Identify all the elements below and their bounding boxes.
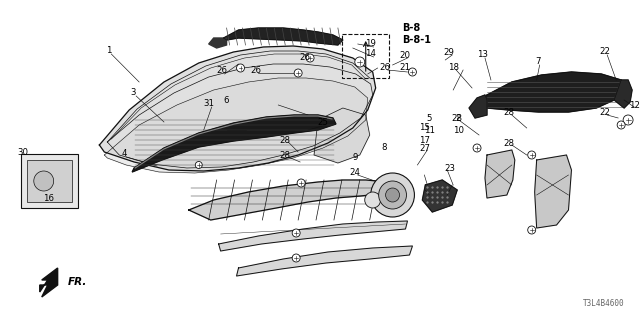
Text: 27: 27 [419, 143, 430, 153]
Text: 28: 28 [452, 114, 463, 123]
Circle shape [195, 162, 202, 169]
FancyBboxPatch shape [27, 160, 72, 202]
Circle shape [408, 68, 417, 76]
Circle shape [355, 57, 365, 67]
Text: 20: 20 [399, 51, 410, 60]
Text: 18: 18 [448, 62, 459, 71]
Text: 16: 16 [43, 194, 54, 203]
Text: 8: 8 [382, 142, 387, 151]
Circle shape [297, 179, 305, 187]
Circle shape [34, 171, 54, 191]
Text: 31: 31 [204, 99, 214, 108]
Circle shape [386, 188, 399, 202]
Text: 22: 22 [600, 46, 611, 55]
Polygon shape [40, 268, 58, 297]
Text: 28: 28 [280, 150, 291, 159]
Text: 26: 26 [250, 66, 261, 75]
Polygon shape [485, 150, 515, 198]
Text: 19: 19 [365, 38, 376, 47]
Circle shape [306, 54, 314, 62]
Text: 1: 1 [106, 45, 111, 54]
Text: 26: 26 [216, 66, 227, 75]
Text: 7: 7 [535, 57, 540, 66]
Text: 13: 13 [477, 50, 488, 59]
Circle shape [528, 226, 536, 234]
Text: 9: 9 [352, 153, 358, 162]
Circle shape [292, 254, 300, 262]
Text: B-8-1: B-8-1 [403, 35, 431, 45]
Text: 10: 10 [452, 125, 463, 134]
Polygon shape [485, 72, 624, 112]
Text: 4: 4 [122, 148, 127, 157]
Circle shape [365, 192, 381, 208]
Circle shape [617, 121, 625, 129]
Circle shape [528, 151, 536, 159]
Polygon shape [219, 221, 408, 251]
Text: 21: 21 [399, 62, 410, 71]
Circle shape [623, 115, 633, 125]
Polygon shape [469, 95, 487, 118]
Text: T3L4B4600: T3L4B4600 [582, 299, 624, 308]
Circle shape [292, 229, 300, 237]
Polygon shape [422, 180, 457, 212]
Circle shape [237, 64, 244, 72]
Polygon shape [237, 246, 412, 276]
FancyBboxPatch shape [21, 154, 77, 208]
Text: 30: 30 [17, 148, 28, 156]
Text: 3: 3 [131, 87, 136, 97]
Polygon shape [132, 115, 336, 172]
Text: 2: 2 [456, 114, 461, 123]
Text: 28: 28 [503, 108, 515, 116]
Text: 17: 17 [419, 135, 430, 145]
Text: 25: 25 [317, 117, 328, 126]
Polygon shape [223, 28, 343, 45]
Text: 28: 28 [280, 135, 291, 145]
Text: 15: 15 [419, 123, 430, 132]
Polygon shape [104, 78, 368, 173]
Polygon shape [209, 38, 227, 48]
Text: 22: 22 [600, 108, 611, 116]
Circle shape [294, 69, 302, 77]
Text: 29: 29 [444, 47, 454, 57]
Text: 23: 23 [445, 164, 456, 172]
Polygon shape [614, 80, 632, 108]
Text: 26: 26 [300, 52, 310, 61]
Text: 14: 14 [365, 49, 376, 58]
Text: 28: 28 [503, 139, 515, 148]
Text: 12: 12 [628, 100, 639, 109]
Polygon shape [189, 180, 388, 220]
Circle shape [379, 181, 406, 209]
Polygon shape [534, 155, 572, 228]
Polygon shape [99, 46, 376, 171]
Text: 24: 24 [349, 167, 360, 177]
Circle shape [473, 144, 481, 152]
Text: 6: 6 [224, 95, 229, 105]
Text: 11: 11 [424, 125, 435, 134]
Circle shape [371, 173, 415, 217]
Polygon shape [314, 108, 370, 163]
Text: 26: 26 [379, 62, 390, 71]
Text: FR.: FR. [68, 277, 87, 287]
Text: 5: 5 [427, 114, 432, 123]
Text: B-8: B-8 [403, 23, 420, 33]
